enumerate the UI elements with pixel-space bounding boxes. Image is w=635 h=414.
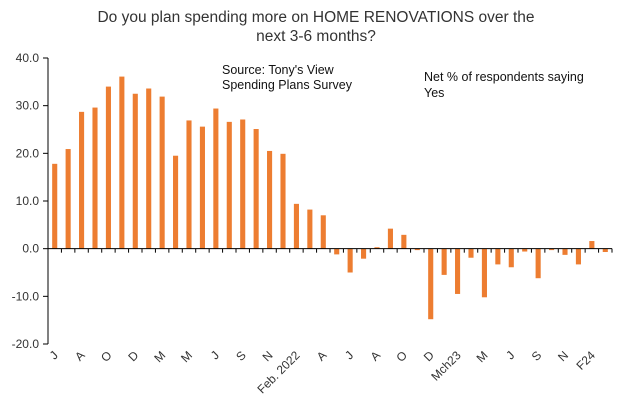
bar: [481, 248, 487, 298]
bar: [602, 248, 608, 253]
bar: [213, 108, 219, 249]
x-tick-label: D: [125, 348, 141, 364]
x-tick-label: A: [368, 348, 384, 364]
bar: [589, 241, 595, 249]
x-tick-label: A: [72, 348, 88, 364]
x-tick-label: N: [555, 348, 571, 364]
bar: [280, 153, 286, 249]
bar: [226, 121, 232, 249]
bar: [495, 248, 501, 265]
bar: [173, 155, 179, 249]
x-tick-label: M: [151, 348, 168, 365]
x-tick-label: J: [503, 348, 517, 362]
x-tick-label: J: [47, 348, 61, 362]
x-tick-label: A: [314, 348, 330, 364]
y-tick-label: 0.0: [22, 242, 39, 256]
bar: [105, 86, 111, 249]
note-annotation-line-2: Yes: [424, 86, 444, 100]
chart-title-line-1: Do you plan spending more on HOME RENOVA…: [97, 9, 534, 26]
bar: [575, 248, 581, 265]
bar: [92, 107, 98, 249]
bar: [387, 228, 393, 249]
source-annotation-line-1: Source: Tony's View: [222, 63, 335, 77]
bar: [240, 119, 246, 249]
bar: [159, 96, 165, 249]
bars: [52, 76, 608, 320]
x-tick-label: Mch23: [428, 348, 464, 384]
source-annotation-line-2: Spending Plans Survey: [222, 78, 353, 92]
y-tick-label: -20.0: [12, 337, 40, 351]
bar: [186, 120, 192, 249]
bar: [374, 247, 380, 249]
x-tick-label: J: [342, 348, 356, 362]
bar: [522, 248, 528, 252]
bar: [535, 248, 541, 279]
bar: [253, 129, 259, 249]
x-tick-label: D: [421, 348, 437, 364]
bar: [146, 88, 152, 249]
note-annotation-line-1: Net % of respondents saying: [424, 70, 584, 84]
bar: [549, 248, 555, 251]
y-tick-label: 30.0: [16, 99, 40, 113]
bar: [307, 209, 313, 249]
x-tick-label: S: [233, 348, 249, 364]
chart-title-line-2: next 3-6 months?: [256, 28, 376, 45]
bar: [401, 234, 407, 249]
x-tick-label: O: [98, 348, 115, 365]
bar: [455, 248, 461, 294]
y-tick-label: 20.0: [16, 146, 40, 160]
bar: [293, 203, 299, 249]
x-tick-label: M: [178, 348, 195, 365]
y-axis: 40.0 30.0 20.0 10.0 0.0 -10.0 -20.0: [12, 51, 49, 351]
bar: [428, 248, 434, 320]
bar: [441, 248, 447, 275]
bar: [119, 76, 125, 249]
bar: [347, 248, 353, 273]
bar: [65, 149, 71, 249]
bar: [52, 163, 58, 249]
x-tick-label: N: [260, 348, 276, 364]
x-tick-label: S: [529, 348, 545, 364]
bar: [79, 111, 85, 249]
bar: [508, 248, 514, 268]
x-tick-label: F24: [573, 348, 598, 373]
bar: [562, 248, 568, 255]
bar: [468, 248, 474, 258]
bar: [361, 248, 367, 259]
bar: [132, 93, 138, 249]
y-tick-label: 40.0: [16, 51, 40, 65]
bar: [334, 248, 340, 255]
bar: [199, 126, 205, 249]
bar: [267, 150, 273, 249]
y-tick-label: -10.0: [12, 289, 40, 303]
bar: [414, 248, 420, 251]
x-tick-label: M: [474, 348, 491, 365]
bar: [320, 215, 326, 249]
x-tick-label: O: [393, 348, 410, 365]
x-tick-label: J: [208, 348, 222, 362]
y-tick-label: 10.0: [16, 194, 40, 208]
